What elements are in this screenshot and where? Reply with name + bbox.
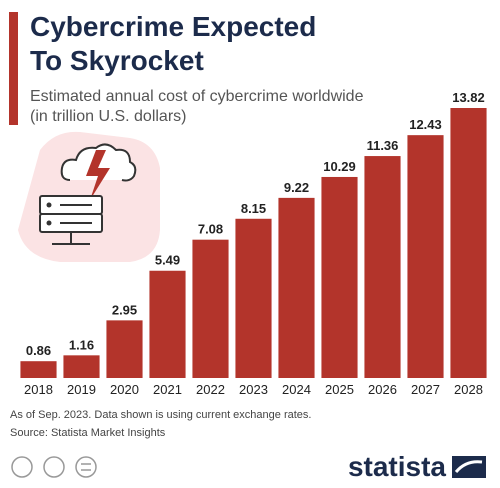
data-label: 1.16 [69,337,94,352]
illustration [18,131,160,262]
chart-title: Cybercrime Expected [30,11,316,42]
data-label: 8.15 [241,201,266,216]
x-tick-label: 2018 [24,382,53,397]
bar [321,176,358,378]
chart-title: To Skyrocket [30,45,204,76]
bar [192,239,229,378]
x-tick-label: 2024 [282,382,311,397]
brand-mark [452,456,486,478]
data-label: 2.95 [112,302,137,317]
chart-subtitle: Estimated annual cost of cybercrime worl… [30,88,364,105]
bar [364,156,401,378]
data-label: 10.29 [323,159,356,174]
bar [278,197,315,378]
x-tick-label: 2026 [368,382,397,397]
bar [106,320,143,378]
data-label: 9.22 [284,180,309,195]
bar [63,355,100,378]
x-tick-label: 2023 [239,382,268,397]
bar [235,218,272,378]
bar [20,361,57,378]
bar [450,108,487,378]
source: Source: Statista Market Insights [10,427,166,439]
data-label: 0.86 [26,343,51,358]
brand-logo: statista [348,451,446,482]
note: As of Sep. 2023. Data shown is using cur… [10,409,311,421]
license-icons [11,456,97,478]
title-accent [9,12,18,125]
x-tick-label: 2025 [325,382,354,397]
bar [407,135,444,378]
bar [149,270,186,378]
data-label: 7.08 [198,222,223,237]
x-tick-label: 2021 [153,382,182,397]
chart-subtitle: (in trillion U.S. dollars) [30,108,186,125]
data-label: 11.36 [367,138,399,153]
x-tick-label: 2019 [67,382,96,397]
data-label: 13.82 [452,90,485,105]
data-label: 12.43 [409,117,442,132]
brand-mark [454,460,483,473]
x-tick-label: 2022 [196,382,225,397]
data-label: 5.49 [155,253,180,268]
x-tick-label: 2027 [411,382,440,397]
x-tick-label: 2020 [110,382,139,397]
x-tick-label: 2028 [454,382,483,397]
